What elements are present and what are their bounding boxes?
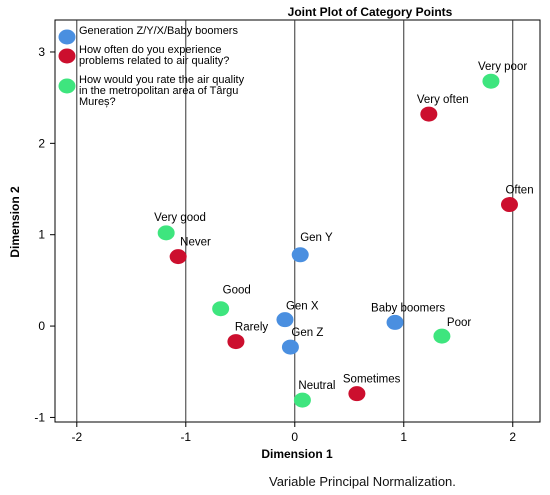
x-axis-label: Dimension 1	[261, 447, 333, 461]
x-tick-label: -2	[71, 430, 82, 444]
point-very-often	[420, 106, 438, 122]
legend-marker	[58, 78, 76, 94]
point-good	[212, 301, 230, 317]
plot-frame	[54, 19, 541, 423]
legend-entry-text: How often do you experience	[79, 44, 221, 56]
point-label-gen-x: Gen X	[286, 301, 319, 313]
point-label-gen-z: Gen Z	[291, 327, 323, 339]
point-baby-boomers	[386, 314, 404, 330]
x-tick-label: 1	[400, 430, 407, 444]
x-tick-label: 2	[509, 430, 516, 444]
normalization-footnote: Variable Principal Normalization.	[269, 474, 456, 489]
point-gen-y	[291, 247, 309, 263]
y-tick-label: -1	[34, 410, 45, 424]
point-very-poor	[482, 73, 500, 89]
point-rarely	[227, 334, 245, 350]
y-tick-label: 3	[38, 45, 45, 59]
point-label-neutral: Neutral	[298, 380, 335, 392]
legend-marker	[58, 29, 76, 45]
legend: Generation Z/Y/X/Baby boomers How often d…	[58, 25, 245, 108]
chart-title: Joint Plot of Category Points	[288, 5, 453, 19]
point-label-very-often: Very often	[417, 94, 469, 106]
point-label-poor: Poor	[447, 317, 471, 329]
point-label-sometimes: Sometimes	[343, 374, 401, 386]
point-label-good: Good	[223, 285, 251, 297]
legend-entry-text: Generation Z/Y/X/Baby boomers	[79, 25, 238, 37]
legend-entry-text: How would you rate the air quality	[79, 74, 245, 86]
point-label-very-poor: Very poor	[478, 61, 527, 73]
point-label-gen-y: Gen Y	[300, 232, 333, 244]
x-axis-ticks: -2 -1 0 1 2	[71, 422, 516, 444]
point-neutral	[293, 392, 311, 408]
point-very-good	[157, 225, 175, 241]
point-label-often: Often	[505, 185, 533, 197]
y-tick-label: 0	[38, 319, 45, 333]
legend-entry-text: Mureș?	[79, 96, 116, 108]
point-label-never: Never	[180, 237, 211, 249]
point-poor	[433, 328, 451, 344]
data-points: Gen Y Gen X Gen Z Baby boomers Very often Oft…	[154, 61, 534, 408]
point-label-very-good: Very good	[154, 212, 206, 224]
y-axis-label: Dimension 2	[8, 186, 22, 258]
x-tick-label: 0	[291, 430, 298, 444]
point-label-rarely: Rarely	[235, 322, 268, 334]
legend-entry-text: problems related to air quality?	[79, 55, 229, 67]
legend-marker	[58, 48, 76, 64]
y-axis-ticks: 3 2 1 0 -1	[34, 45, 55, 424]
point-never	[169, 249, 187, 265]
legend-entry-text: in the metropolitan area of Târgu	[79, 85, 238, 97]
x-tick-label: -1	[180, 430, 191, 444]
point-gen-x	[276, 312, 294, 328]
point-sometimes	[348, 386, 366, 402]
point-gen-z	[281, 339, 299, 355]
point-often	[500, 197, 518, 213]
point-label-baby-boomers: Baby boomers	[371, 302, 445, 314]
y-tick-label: 1	[38, 228, 45, 242]
grid-lines	[76, 20, 514, 422]
y-tick-label: 2	[38, 136, 45, 150]
